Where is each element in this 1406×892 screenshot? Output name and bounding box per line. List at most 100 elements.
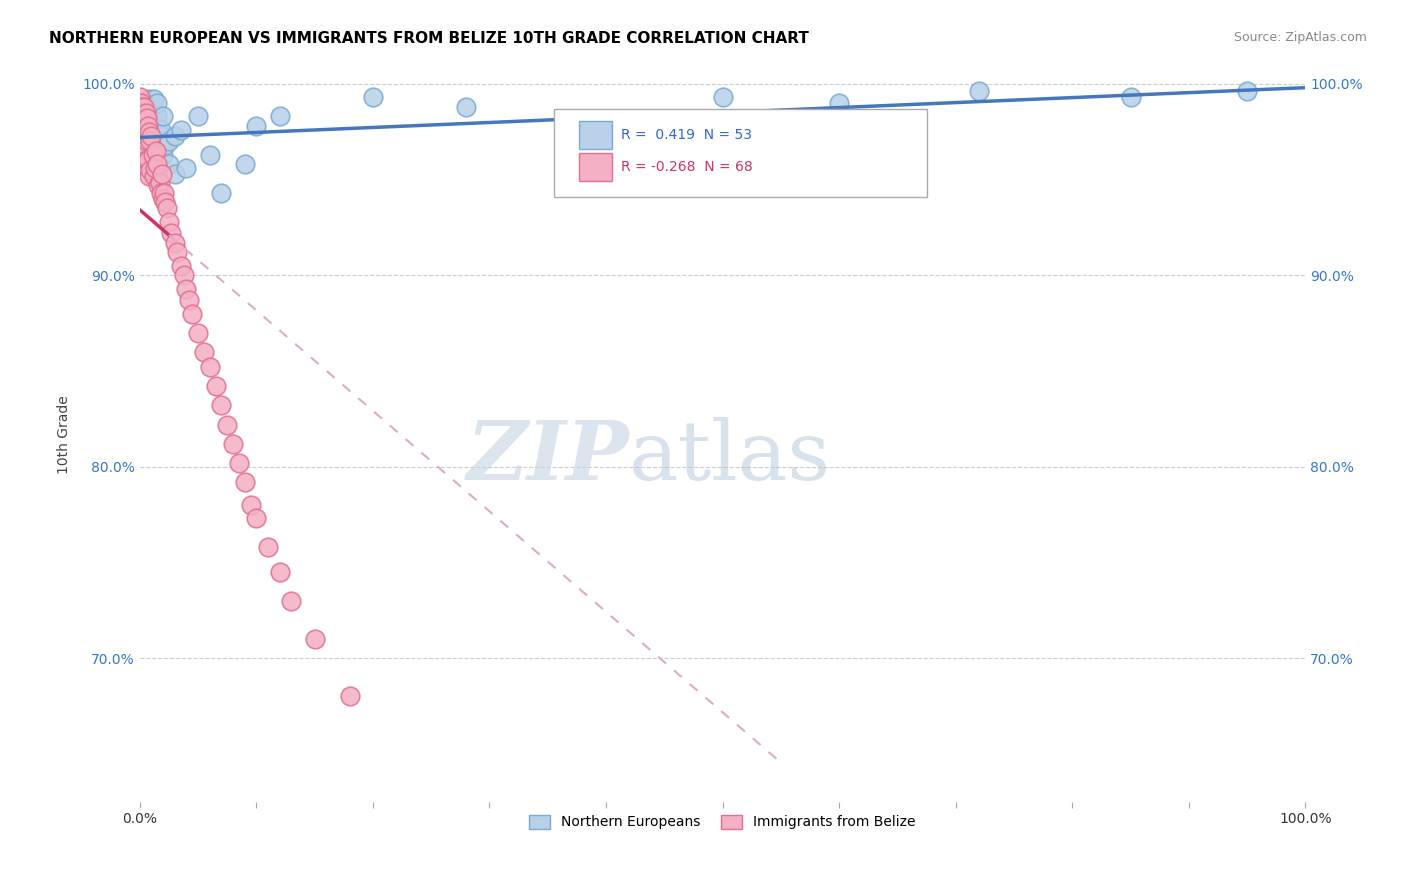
Point <box>152 192 174 206</box>
Point <box>131 115 153 129</box>
Point <box>187 109 209 123</box>
Y-axis label: 10th Grade: 10th Grade <box>58 396 72 475</box>
Point <box>155 138 177 153</box>
Point <box>131 100 153 114</box>
Point <box>135 142 157 156</box>
Point <box>209 186 232 200</box>
Point <box>129 100 152 114</box>
Point <box>304 632 326 646</box>
Point <box>129 90 152 104</box>
Point <box>1236 85 1258 99</box>
Point <box>245 511 267 525</box>
Point <box>131 95 153 110</box>
Point <box>143 119 166 133</box>
Point <box>142 92 165 106</box>
Point <box>141 128 163 143</box>
Point <box>233 475 256 489</box>
Point <box>135 119 157 133</box>
Point <box>135 95 157 110</box>
Text: R =  0.419  N = 53: R = 0.419 N = 53 <box>621 128 752 142</box>
Point <box>176 161 198 175</box>
Text: Source: ZipAtlas.com: Source: ZipAtlas.com <box>1233 31 1367 45</box>
Point <box>142 147 165 161</box>
Point <box>132 105 155 120</box>
Point <box>142 147 165 161</box>
Point <box>169 259 191 273</box>
Point <box>157 157 180 171</box>
Point <box>132 125 155 139</box>
Point <box>129 95 152 110</box>
Point <box>160 226 183 240</box>
Point <box>134 100 156 114</box>
Text: ZIP: ZIP <box>467 417 630 497</box>
Point <box>204 379 226 393</box>
Point <box>136 112 159 126</box>
Point <box>138 125 160 139</box>
Point <box>155 201 177 215</box>
Point <box>148 178 170 193</box>
Point <box>169 122 191 136</box>
Point <box>129 103 152 118</box>
Point <box>339 690 361 704</box>
Point <box>129 127 152 141</box>
Legend: Northern Europeans, Immigrants from Belize: Northern Europeans, Immigrants from Beli… <box>523 809 921 835</box>
Point <box>269 565 291 579</box>
Point <box>173 268 195 283</box>
Point <box>132 105 155 120</box>
Point <box>361 90 384 104</box>
Point <box>143 147 166 161</box>
Point <box>132 130 155 145</box>
Point <box>131 119 153 133</box>
Point <box>166 245 188 260</box>
Text: atlas: atlas <box>630 417 831 497</box>
Point <box>239 498 262 512</box>
FancyBboxPatch shape <box>554 109 927 197</box>
Point <box>129 112 152 126</box>
Point <box>131 157 153 171</box>
FancyBboxPatch shape <box>579 121 612 149</box>
Point <box>138 92 160 106</box>
Point <box>145 144 167 158</box>
Point <box>135 134 157 148</box>
Point <box>139 157 162 171</box>
Point <box>146 109 169 123</box>
Point <box>134 138 156 153</box>
Point <box>257 540 280 554</box>
Point <box>153 186 176 200</box>
Point <box>176 282 198 296</box>
Point <box>150 167 173 181</box>
Point <box>136 153 159 168</box>
Point <box>136 134 159 148</box>
Point <box>139 134 162 148</box>
Point <box>711 90 734 104</box>
Point <box>139 130 162 145</box>
Point <box>177 293 200 307</box>
Point <box>181 306 204 320</box>
Point <box>163 167 186 181</box>
Point <box>134 107 156 121</box>
Point <box>135 122 157 136</box>
Point <box>149 177 172 191</box>
Point <box>163 235 186 250</box>
Point <box>135 128 157 143</box>
Point <box>138 169 160 183</box>
Point <box>163 128 186 143</box>
Text: R = -0.268  N = 68: R = -0.268 N = 68 <box>621 160 754 174</box>
Point <box>187 326 209 340</box>
Point <box>146 157 169 171</box>
Point <box>828 95 851 110</box>
Point <box>209 398 232 412</box>
Text: NORTHERN EUROPEAN VS IMMIGRANTS FROM BELIZE 10TH GRADE CORRELATION CHART: NORTHERN EUROPEAN VS IMMIGRANTS FROM BEL… <box>49 31 808 46</box>
Point <box>228 456 250 470</box>
Point <box>129 142 152 156</box>
Point <box>139 163 162 178</box>
Point <box>135 105 157 120</box>
Point <box>198 147 221 161</box>
Point <box>132 150 155 164</box>
Point <box>143 161 166 175</box>
Point <box>135 153 157 168</box>
Point <box>280 593 302 607</box>
Point <box>129 115 152 129</box>
Point <box>245 119 267 133</box>
Point <box>148 157 170 171</box>
